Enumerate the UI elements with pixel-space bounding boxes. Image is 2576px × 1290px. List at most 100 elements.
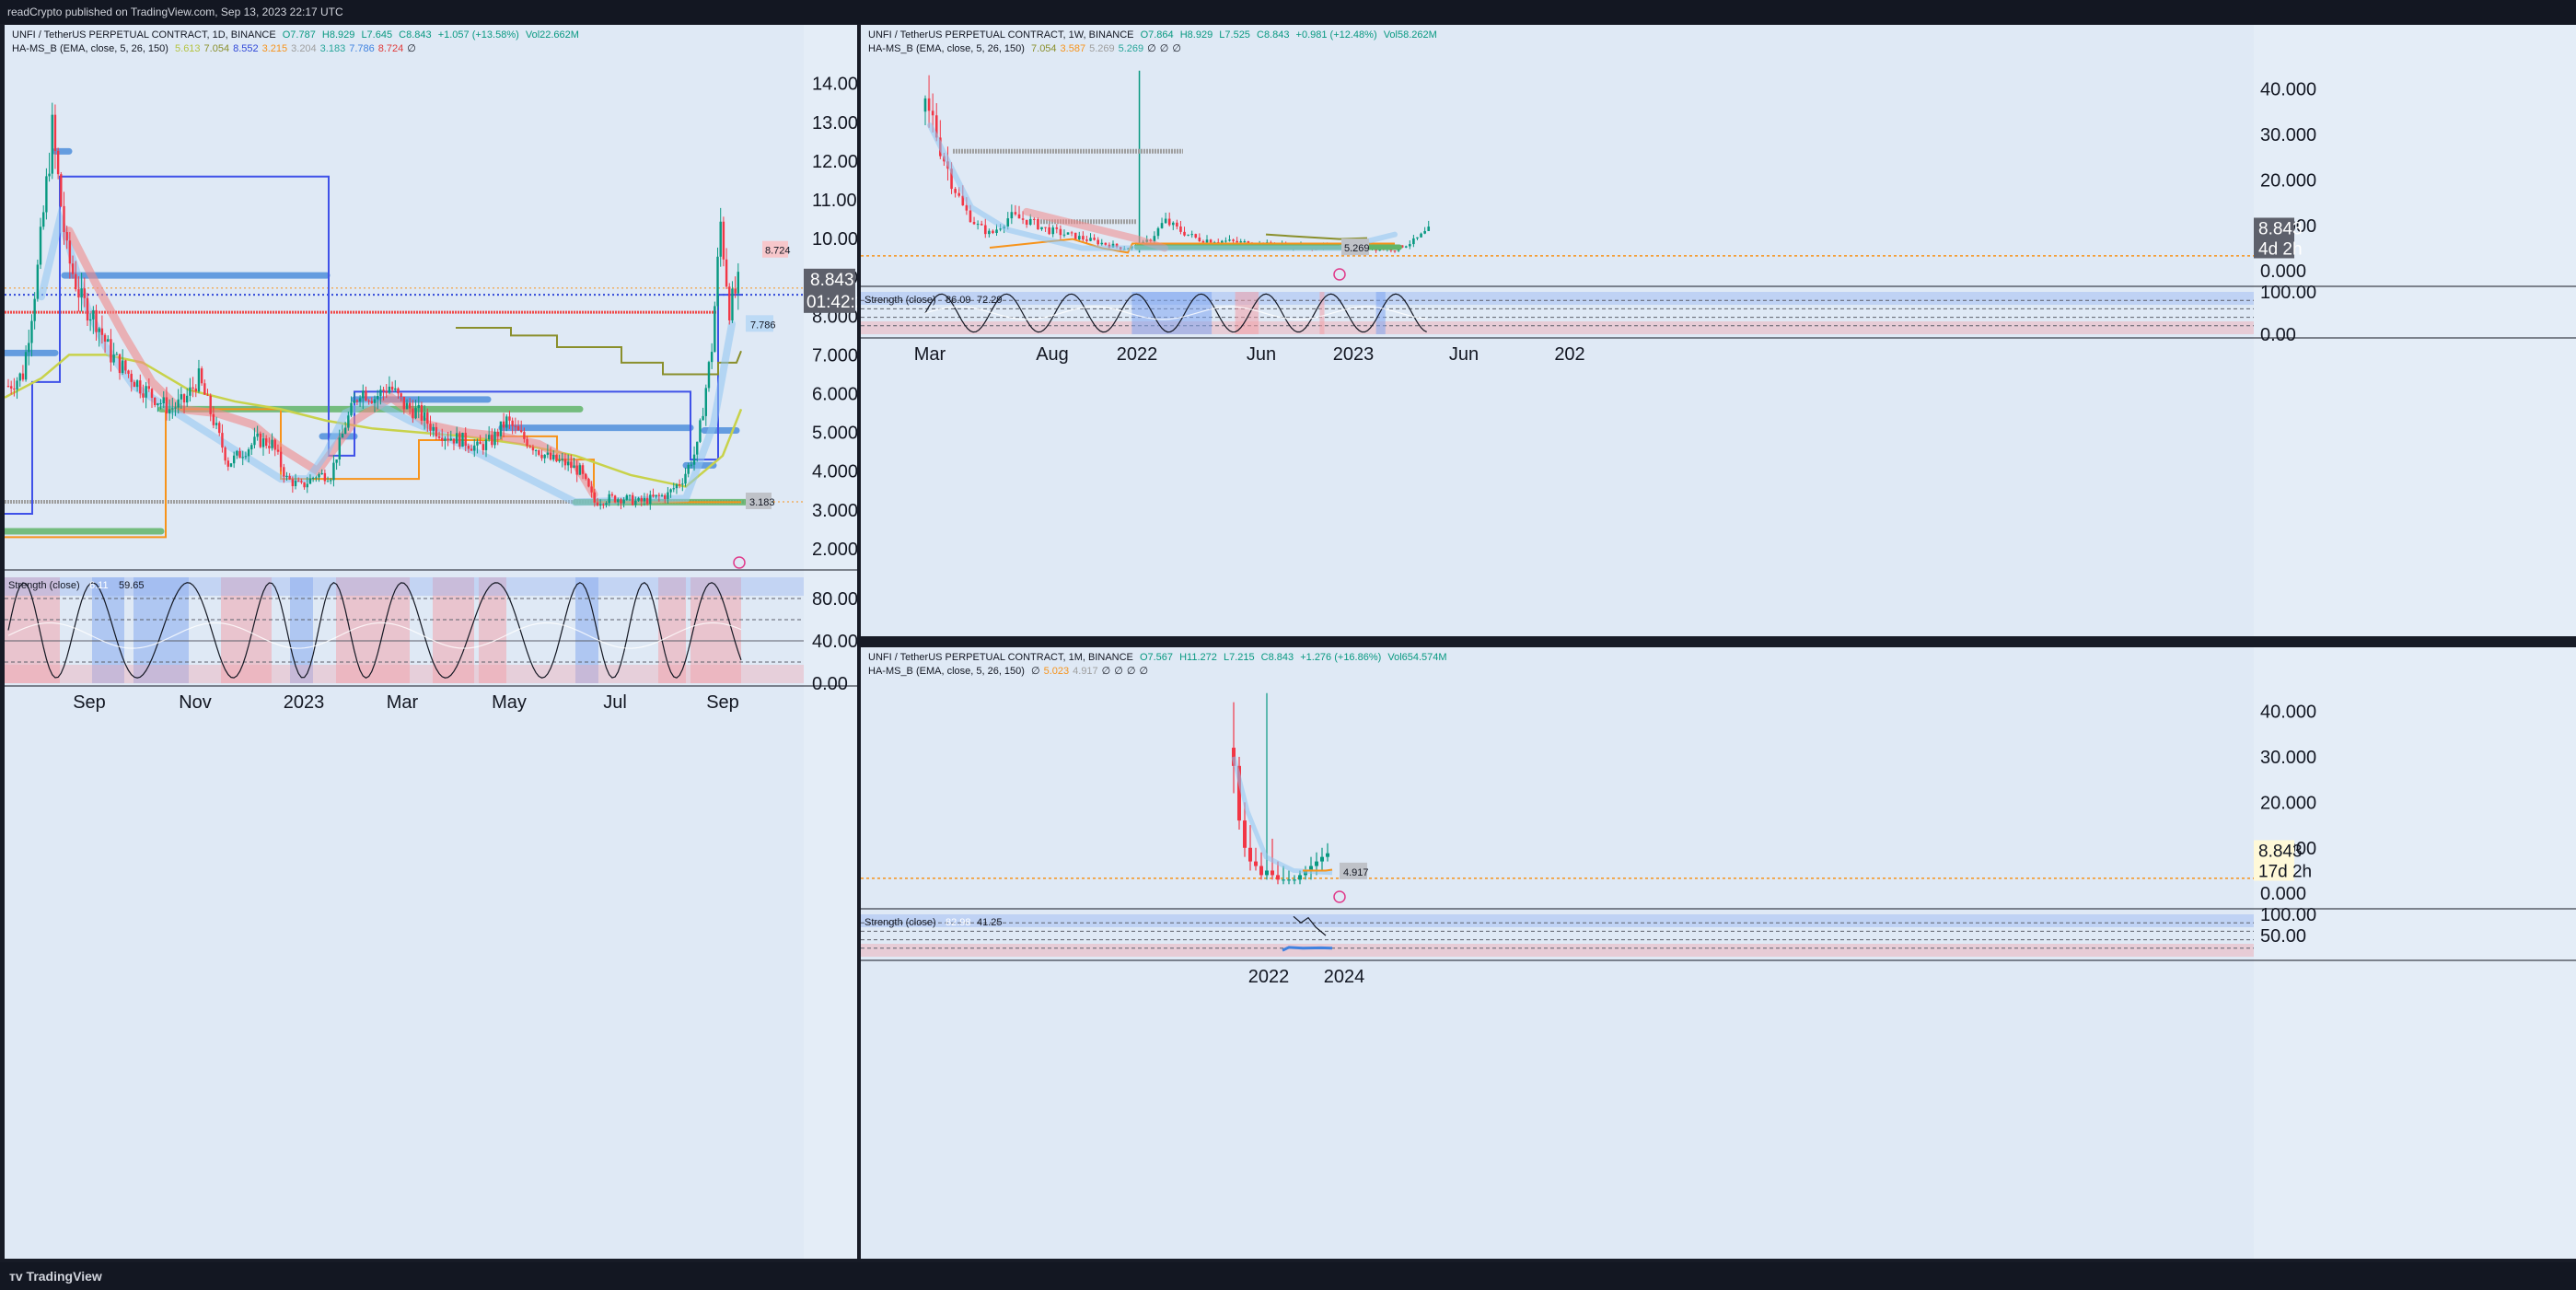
daily-candle-body bbox=[60, 174, 63, 206]
daily-price-tick: 10.000 bbox=[812, 229, 857, 250]
daily-strength-top-band bbox=[5, 577, 804, 596]
weekly-time-tick: 202 bbox=[1554, 344, 1584, 365]
daily-price-axis bbox=[804, 25, 857, 1259]
weekly-candle-body bbox=[1167, 218, 1171, 226]
daily-candle-body bbox=[737, 272, 740, 294]
daily-candle-body bbox=[288, 476, 291, 480]
daily-candle-body bbox=[373, 399, 377, 403]
daily-chart-panel[interactable]: UNFI / TetherUS PERPETUAL CONTRACT, 1D, … bbox=[5, 25, 857, 1259]
weekly-candle-body bbox=[961, 195, 965, 206]
monthly-strength-bottom-band bbox=[861, 944, 2254, 957]
weekly-candle-body bbox=[1194, 234, 1198, 238]
weekly-candle-body bbox=[1097, 239, 1099, 245]
weekly-strength-stripe bbox=[1375, 292, 1386, 334]
daily-candle-body bbox=[587, 479, 590, 487]
weekly-candle-body bbox=[1156, 227, 1160, 237]
weekly-chart-panel[interactable]: UNFI / TetherUS PERPETUAL CONTRACT, 1W, … bbox=[861, 25, 2576, 636]
monthly-chart-svg: 40.00030.00020.00010.0000.0004.9178.8431… bbox=[861, 647, 2576, 1259]
weekly-open: O7.864 bbox=[1140, 29, 1174, 41]
monthly-chart-panel[interactable]: UNFI / TetherUS PERPETUAL CONTRACT, 1M, … bbox=[861, 647, 2576, 1259]
weekly-candle-body bbox=[1187, 234, 1189, 236]
daily-price-tick: 3.000 bbox=[812, 501, 857, 521]
daily-indicator-value: 8.724 bbox=[377, 43, 404, 54]
daily-indicator-values: 5.613 7.054 8.552 3.215 3.204 3.183 7.786 8.724… bbox=[175, 43, 420, 54]
daily-candle-body bbox=[458, 433, 461, 447]
daily-candle-body bbox=[232, 455, 236, 464]
monthly-volume: Vol654.574M bbox=[1387, 652, 1447, 663]
daily-candle-body bbox=[502, 421, 505, 428]
weekly-candle-body bbox=[1089, 238, 1092, 241]
weekly-candle-body bbox=[1037, 219, 1039, 230]
daily-legend-line1: UNFI / TetherUS PERPETUAL CONTRACT, 1D, … bbox=[12, 29, 583, 42]
daily-candle-body bbox=[135, 380, 139, 388]
weekly-time-tick: Mar bbox=[914, 344, 946, 365]
daily-candle-body bbox=[493, 431, 496, 446]
weekly-candle-body bbox=[1014, 212, 1017, 215]
daily-time-tick: Mar bbox=[387, 692, 419, 713]
weekly-indicator-name: HA-MS_B (EMA, close, 5, 26, 150) bbox=[868, 43, 1025, 54]
daily-candle-body bbox=[80, 288, 83, 298]
daily-candle-body bbox=[420, 404, 424, 421]
monthly-strength-label: Strength (close) bbox=[864, 917, 936, 928]
daily-candle-body bbox=[45, 176, 48, 213]
daily-time-tick: Jul bbox=[603, 692, 627, 713]
daily-candle-body bbox=[63, 205, 65, 233]
weekly-candle-body bbox=[1006, 218, 1010, 227]
daily-price-tick: 11.000 bbox=[812, 191, 857, 211]
tradingview-logo[interactable]: ᴛᴠ TradingView bbox=[9, 1262, 102, 1290]
weekly-candle-body bbox=[1044, 227, 1047, 228]
weekly-strength-value1: 86.09 bbox=[946, 295, 971, 306]
daily-candle-body bbox=[264, 438, 268, 447]
daily-candle-body bbox=[358, 398, 362, 401]
daily-price-tick: 6.000 bbox=[812, 385, 857, 405]
daily-candle-body bbox=[432, 426, 435, 431]
daily-candle-body bbox=[464, 432, 467, 447]
daily-indicator-value: 7.054 bbox=[203, 43, 230, 54]
weekly-indicator-value: 3.587 bbox=[1060, 43, 1086, 54]
weekly-candle-body bbox=[1176, 222, 1178, 227]
daily-candle-body bbox=[681, 483, 684, 485]
daily-candle-body bbox=[191, 387, 194, 389]
daily-candle-body bbox=[18, 373, 21, 381]
weekly-strength-signal bbox=[924, 306, 1427, 320]
daily-price-tick: 13.000 bbox=[812, 113, 857, 134]
daily-strength-signal bbox=[7, 622, 742, 649]
weekly-candle-body bbox=[1412, 238, 1415, 245]
daily-candle-body bbox=[103, 334, 107, 343]
monthly-candle-body bbox=[1254, 861, 1258, 866]
daily-candle-body bbox=[150, 389, 154, 399]
tradingview-brand: TradingView bbox=[26, 1269, 102, 1284]
weekly-price-tag: 8.843 bbox=[2258, 219, 2303, 238]
monthly-strength-value1: 82.98 bbox=[946, 917, 971, 928]
daily-candle-body bbox=[598, 504, 602, 506]
daily-time-tick: May bbox=[492, 692, 527, 713]
weekly-change: +0.981 (+12.48%) bbox=[1295, 29, 1377, 41]
daily-price-tick: 7.000 bbox=[812, 345, 857, 366]
daily-blue-tag: 7.786 bbox=[750, 320, 776, 331]
weekly-time-tick: Jun bbox=[1247, 344, 1276, 365]
monthly-candle-body bbox=[1315, 861, 1318, 866]
monthly-strength-top-band bbox=[861, 914, 2254, 927]
daily-candle-body bbox=[326, 481, 330, 482]
monthly-indicator-value: ∅ bbox=[1101, 666, 1111, 677]
daily-price-tick: 12.000 bbox=[812, 152, 857, 172]
weekly-candle-body bbox=[923, 98, 927, 112]
monthly-strength-tick: 100.00 bbox=[2260, 905, 2316, 925]
daily-candle-body bbox=[226, 460, 229, 467]
daily-candle-body bbox=[171, 408, 174, 410]
daily-candle-body bbox=[728, 286, 731, 320]
daily-candle-body bbox=[130, 373, 133, 382]
daily-candle-body bbox=[285, 476, 288, 478]
daily-candle-body bbox=[77, 289, 80, 298]
tradingview-logo-icon: ᴛᴠ bbox=[9, 1269, 27, 1284]
daily-low: L7.645 bbox=[361, 29, 393, 41]
monthly-candle-body bbox=[1298, 875, 1302, 880]
daily-candle-body bbox=[110, 339, 112, 363]
weekly-candle-body bbox=[976, 224, 980, 226]
daily-candle-body bbox=[318, 474, 320, 478]
daily-price-tag-bg bbox=[804, 268, 855, 313]
daily-candle-body bbox=[330, 480, 332, 482]
weekly-olive-step-line bbox=[1265, 233, 1368, 240]
weekly-lightblue-ma-ribbon bbox=[927, 122, 1398, 251]
daily-candle-body bbox=[531, 447, 535, 451]
